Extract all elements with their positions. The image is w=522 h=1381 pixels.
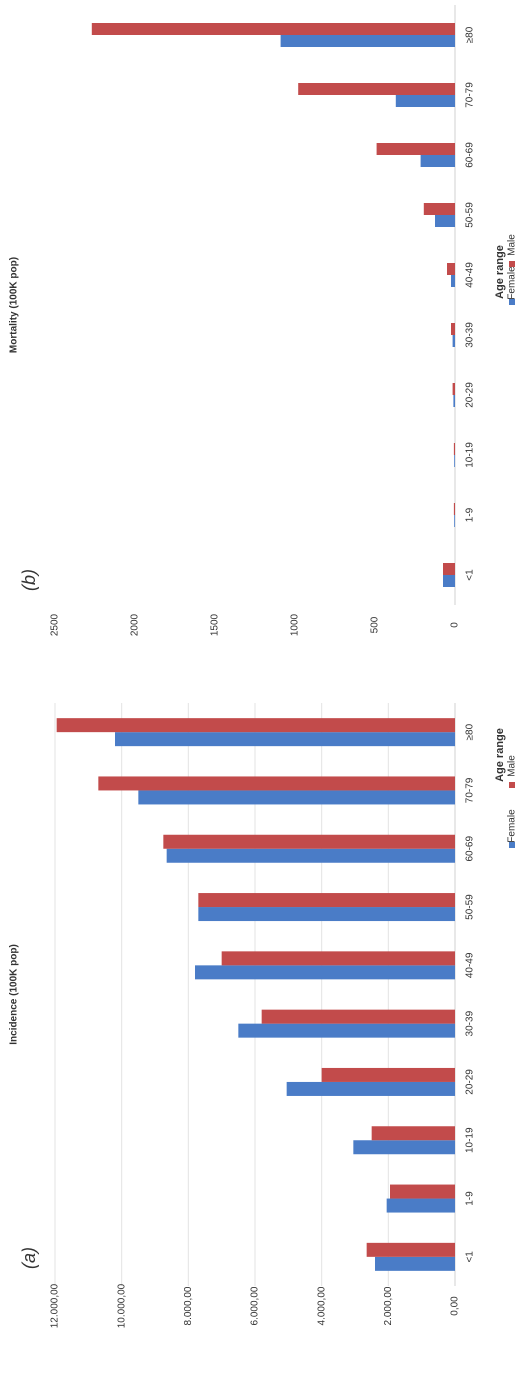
bar-female-a (166, 848, 455, 863)
category-label-a: 30-39 (465, 1010, 476, 1036)
bar-female-b (420, 155, 455, 167)
bar-female-b (435, 215, 455, 227)
value-tick-label-a: 12.000,00 (50, 1283, 61, 1328)
bar-male-b (447, 263, 455, 275)
value-tick-label-a: 4.000,00 (316, 1286, 327, 1325)
category-label-b: 1-9 (465, 507, 476, 522)
category-label-a: 20-29 (465, 1069, 476, 1095)
value-tick-label-a: 6.000,00 (250, 1286, 261, 1325)
value-tick-label-a: 10.000,00 (116, 1283, 127, 1328)
bar-male-b (423, 203, 455, 215)
legend-swatch-male-a (509, 782, 515, 788)
bar-female-a (115, 732, 455, 747)
bar-male-b (453, 503, 455, 515)
bar-male-b (91, 23, 456, 35)
bar-female-a (353, 1140, 455, 1155)
bar-male-a (98, 776, 455, 791)
value-axis-title-a: Incidence (100K pop) (9, 944, 20, 1045)
category-label-b: 70-79 (465, 82, 476, 108)
category-label-b: 20-29 (465, 382, 476, 408)
category-label-b: 40-49 (465, 262, 476, 288)
value-tick-label-b: 500 (370, 616, 381, 633)
legend-label-male-b: Male (507, 234, 518, 256)
bar-male-b (453, 443, 455, 455)
panel-letter-a: (a) (19, 1247, 39, 1269)
bar-male-b (443, 563, 455, 575)
bar-male-a (261, 1009, 455, 1024)
bar-male-a (221, 951, 455, 966)
value-tick-label-b: 1000 (290, 613, 301, 636)
category-label-a: 60-69 (465, 836, 476, 862)
panel-letter-b: (b) (19, 569, 39, 591)
value-axis-title-b: Mortality (100K pop) (9, 257, 20, 353)
category-label-b: <1 (465, 569, 476, 581)
legend-label-female-a: Female (507, 809, 518, 843)
category-label-a: 1-9 (465, 1191, 476, 1206)
category-label-a: 50-59 (465, 894, 476, 920)
category-label-b: 60-69 (465, 142, 476, 168)
legend-swatch-female-a (509, 842, 515, 848)
bar-male-a (366, 1242, 455, 1257)
category-label-a: 10-19 (465, 1127, 476, 1153)
legend-title-b: Age range (494, 245, 506, 299)
bar-female-b (453, 395, 455, 407)
bar-male-a (163, 834, 456, 849)
bar-female-a (375, 1256, 455, 1271)
bar-male-b (298, 83, 455, 95)
category-label-b: ≥80 (465, 26, 476, 43)
bar-female-b (443, 575, 455, 587)
category-label-b: 30-39 (465, 322, 476, 348)
legend-a: Age range Female Male (494, 728, 518, 848)
bar-female-b (454, 515, 455, 527)
value-tick-label-a: 0,00 (450, 1296, 461, 1316)
bar-female-b (280, 35, 455, 47)
bar-male-a (371, 1126, 455, 1141)
bar-male-a (198, 893, 456, 908)
legend-label-male-a: Male (507, 755, 518, 777)
category-label-a: ≥80 (465, 723, 476, 740)
bar-female-b (452, 335, 455, 347)
category-label-b: 10-19 (465, 442, 476, 468)
category-label-a: <1 (465, 1251, 476, 1263)
bar-male-a (321, 1067, 455, 1082)
bar-female-b (395, 95, 455, 107)
bar-male-a (390, 1184, 455, 1199)
category-label-b: 50-59 (465, 202, 476, 228)
panel-b-mortality-chart: (b) 0 500 1000 1500 2000 2500 Mortality (100K p… (9, 5, 518, 636)
value-tick-label-a: 8.000,00 (183, 1286, 194, 1325)
panel-a-incidence-chart: (a) 0,00 2.000,00 4.000,00 6.000,00 8.000,00 1… (9, 703, 518, 1328)
legend-swatch-male-b (509, 261, 515, 267)
category-label-a: 70-79 (465, 777, 476, 803)
value-tick-label-a: 2.000,00 (383, 1286, 394, 1325)
bar-male-b (452, 383, 455, 395)
bar-male-b (451, 323, 455, 335)
bar-female-a (138, 790, 456, 805)
bar-female-a (195, 965, 455, 980)
bar-female-b (454, 455, 455, 467)
bar-female-a (238, 1023, 455, 1038)
legend-b: Age range Female Male (494, 234, 518, 305)
value-tick-label-b: 2500 (50, 613, 61, 636)
value-tick-label-b: 0 (450, 622, 461, 628)
bar-male-a (56, 718, 456, 733)
category-label-a: 40-49 (465, 952, 476, 978)
legend-swatch-female-b (509, 299, 515, 305)
value-tick-label-b: 1500 (210, 613, 221, 636)
bar-female-a (198, 907, 456, 922)
bar-female-a (286, 1081, 455, 1096)
bar-female-b (451, 275, 455, 287)
legend-label-female-b: Female (507, 266, 518, 300)
legend-title-a: Age range (494, 728, 506, 782)
value-tick-label-b: 2000 (130, 613, 141, 636)
bar-male-b (376, 143, 455, 155)
bar-female-a (386, 1198, 455, 1213)
